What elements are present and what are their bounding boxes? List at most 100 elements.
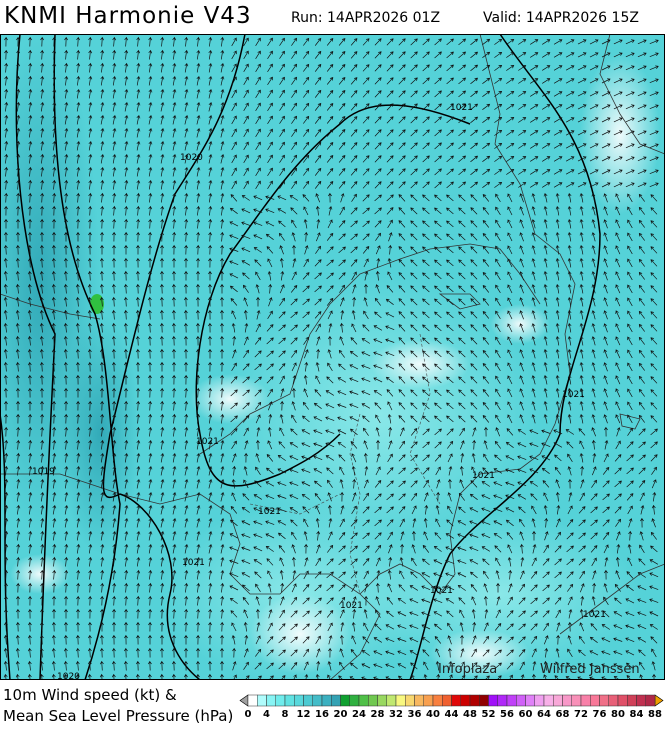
wind-arrow [160,192,165,203]
wind-arrow [290,636,298,644]
wind-arrow [410,272,418,280]
wind-arrow [446,168,454,176]
wind-arrow [422,272,430,280]
wind-arrow [291,154,297,163]
wind-arrow [4,543,9,554]
wind-arrow [638,414,645,423]
wind-arrow [327,660,332,671]
wind-arrow [303,154,310,163]
wind-arrow [387,531,393,540]
wind-arrow [160,491,165,502]
wind-arrow [458,181,467,189]
wind-arrow [410,233,418,241]
wind-arrow [423,531,429,541]
wind-arrow [374,103,382,111]
wind-arrow [88,517,93,528]
wind-arrow [555,361,560,372]
wind-arrow [603,232,608,242]
wind-arrow [625,78,635,84]
wind-arrow [484,608,489,619]
wind-arrow [531,518,536,528]
wind-arrow [279,76,285,85]
wind-arrow [434,116,442,124]
wind-arrow [87,270,92,281]
wind-arrow [196,465,201,476]
wind-arrow [387,257,392,268]
color-swatch [368,694,378,707]
wind-arrow [4,36,8,47]
wind-arrow [519,323,524,333]
wind-arrow [447,647,452,658]
wind-arrow [649,91,659,97]
wind-arrow [471,648,477,657]
wind-arrow [530,182,539,188]
wind-arrow [52,439,57,450]
wind-arrow [39,296,44,307]
isobar-label: 1021 [472,471,495,481]
wind-arrow [410,142,418,150]
wind-arrow [279,375,285,385]
wind-arrow [386,207,394,215]
wind-arrow [446,337,454,345]
wind-arrow [591,284,596,294]
wind-arrow [457,546,467,551]
wind-arrow [148,439,153,450]
wind-arrow [314,50,322,59]
wind-arrow [229,598,238,604]
wind-arrow [362,168,370,176]
wind-arrow [638,232,645,241]
wind-arrow [469,507,479,513]
wind-arrow [555,387,560,398]
wind-arrow [422,415,430,423]
wind-arrow [172,166,177,177]
wind-arrow [362,532,370,540]
wind-arrow [362,636,370,644]
wind-arrow [136,452,141,463]
wind-arrow [519,349,524,359]
wind-arrow [196,374,201,385]
wind-arrow [16,127,21,138]
isobar-label: 1021 [258,507,281,517]
wind-arrow [76,413,81,424]
wind-arrow [555,479,560,489]
wind-arrow [184,426,189,437]
wind-arrow [254,480,262,488]
wind-arrow [15,374,20,385]
wind-arrow [542,182,551,188]
wind-arrow [88,75,93,86]
wind-arrow [326,63,334,72]
wind-arrow [409,637,419,643]
wind-arrow [338,102,346,111]
wind-arrow [172,465,177,476]
wind-arrow [386,389,394,397]
wind-arrow [208,439,213,450]
wind-arrow [577,91,587,97]
wind-arrow [208,465,213,476]
wind-arrow [290,428,298,436]
wind-arrow [579,622,585,632]
wind-arrow [75,660,80,671]
color-swatch [451,694,461,707]
wind-arrow [52,101,57,112]
wind-arrow [112,153,117,164]
wind-arrow [255,128,261,137]
wind-arrow [52,582,57,593]
wind-arrow [350,181,358,189]
wind-arrow [28,439,33,450]
wind-arrow [506,428,514,436]
wind-arrow [39,270,44,281]
wind-arrow [184,127,189,138]
wind-arrow [52,504,57,515]
wind-arrow [265,208,275,214]
wind-arrow [638,336,645,345]
wind-arrow [220,634,224,645]
wind-arrow [52,530,57,541]
scale-tick: 80 [611,709,625,720]
wind-arrow [87,309,92,320]
wind-arrow [100,127,105,138]
wind-arrow [51,361,56,372]
wind-arrow [506,78,515,84]
wind-arrow [482,245,490,254]
wind-arrow [470,155,479,163]
wind-arrow [196,426,201,437]
